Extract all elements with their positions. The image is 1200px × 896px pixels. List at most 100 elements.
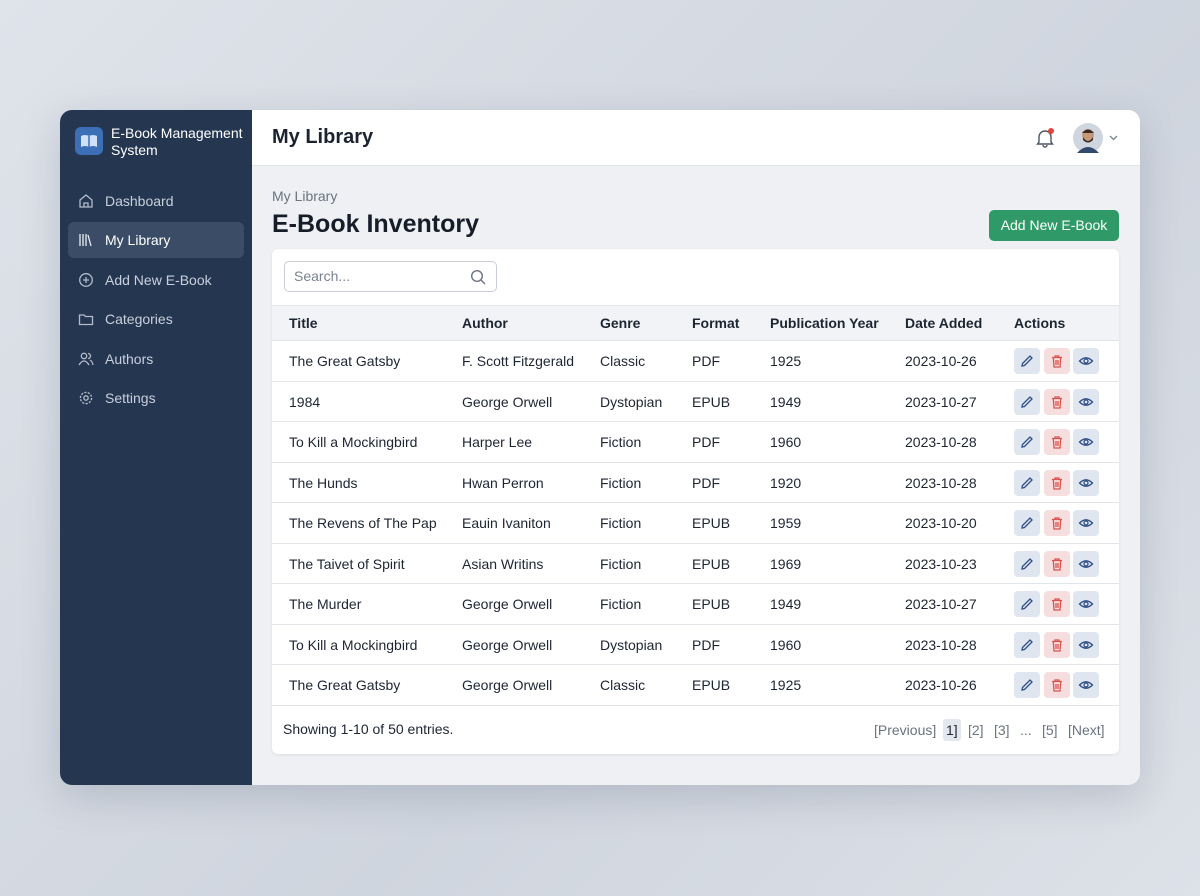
table-cell: EPUB [692,555,731,572]
delete-button[interactable] [1043,591,1070,617]
pagination-link[interactable]: ... [1020,722,1032,738]
nav-item[interactable]: Settings [68,380,244,416]
table-row: The Taivet of Spirit Asian Writins Fiction… [272,544,1119,584]
table-cell: Dystopian [600,393,663,410]
logo [75,127,103,155]
delete-button[interactable] [1043,510,1070,536]
app-window: E-Book Management System Dashboard My Lib… [60,110,1140,785]
delete-button[interactable] [1043,550,1070,577]
table-cell: 2023-10-28 [905,434,977,450]
table-cell: PDF [692,434,720,450]
table-cell: Harper Lee [462,434,533,450]
view-button[interactable] [1073,550,1099,577]
view-button[interactable] [1073,388,1099,415]
table-cell: Fiction [600,474,642,491]
edit-button[interactable] [1014,631,1040,658]
table-cell: To Kill a Mockingbird [289,636,418,653]
action-icon [1051,395,1062,409]
nav-item[interactable]: Add New E-Book [68,262,244,298]
table-header: Title Author Genre Format Publication Year Da… [272,305,1119,341]
nav-item[interactable]: Categories [68,301,244,337]
column-header: Author [462,315,508,331]
pagination-link[interactable]: [3] [994,722,1010,738]
table-cell: 1925 [770,353,802,369]
edit-button[interactable] [1014,550,1040,577]
pagination-link[interactable]: [5] [1042,722,1058,738]
nav-item[interactable]: Dashboard [68,183,244,219]
delete-button[interactable] [1043,348,1070,374]
table-cell: 1959 [770,515,802,531]
table-cell: 2023-10-26 [905,353,977,369]
breadcrumb[interactable]: My Library [272,188,338,204]
action-icon [1051,476,1062,490]
table-cell: 1960 [770,636,802,653]
table-row: To Kill a Mockingbird Harper Lee Fiction PD… [272,422,1119,463]
view-button[interactable] [1073,631,1099,658]
edit-button[interactable] [1014,429,1040,455]
delete-button[interactable] [1043,672,1070,698]
view-button[interactable] [1073,672,1099,698]
delete-button[interactable] [1043,631,1070,658]
action-icon [1021,598,1033,610]
edit-button[interactable] [1014,510,1040,536]
table-cell: The Great Gatsby [289,677,401,693]
pagination-link[interactable]: [Previous] [874,722,937,738]
table-cell: The Murder [289,596,362,612]
table-cell: 1960 [770,434,802,450]
add-button[interactable]: Add New E-Book [989,210,1119,241]
pagination-link[interactable]: [2] [968,722,984,738]
table-cell: 2023-10-26 [905,677,977,693]
delete-button[interactable] [1043,429,1070,455]
nav-icon [78,314,94,326]
edit-button[interactable] [1014,348,1040,374]
top-bar: My Library [252,110,1140,166]
user-avatar[interactable] [1073,123,1123,153]
view-button[interactable] [1073,510,1099,536]
column-header: Genre [600,315,641,331]
action-icon [1051,355,1062,368]
delete-button[interactable] [1043,388,1070,415]
nav-icon [78,352,94,365]
search-box[interactable]: Search... [284,261,497,292]
column-header: Format [692,315,740,331]
nav-item[interactable]: Authors [68,341,244,377]
view-button[interactable] [1073,469,1099,496]
delete-button[interactable] [1043,469,1070,496]
entries-summary: Showing 1-10 of 50 entries. [283,721,454,737]
table-row: To Kill a Mockingbird George Orwell Dystop… [272,625,1119,665]
pagination-link[interactable]: 1] [943,719,961,741]
table-cell: The Hunds [289,474,358,491]
table-row: The Great Gatsby F. Scott Fitzgerald Class… [272,341,1119,382]
table-row: The Murder George Orwell Fiction EPUB 1949 20… [272,584,1119,625]
action-icon [1078,397,1094,406]
section-heading: E-Book Inventory [272,210,479,238]
table-cell: Fiction [600,434,642,450]
view-button[interactable] [1073,591,1099,617]
sidebar: E-Book Management System Dashboard My Lib… [60,110,252,785]
edit-button[interactable] [1014,388,1040,415]
edit-button[interactable] [1014,672,1040,698]
pagination-link[interactable]: [Next] [1068,722,1105,738]
column-header: Title [289,315,318,331]
table-cell: 2023-10-27 [905,393,977,410]
edit-button[interactable] [1014,469,1040,496]
action-icon [1051,517,1062,530]
table-row: The Hunds Hwan Perron Fiction PDF 1920 2023-1… [272,463,1119,503]
table-cell: 2023-10-20 [905,515,977,531]
action-icon [1021,476,1033,489]
notification-bell[interactable] [1034,127,1056,149]
view-button[interactable] [1073,429,1099,455]
edit-button[interactable] [1014,591,1040,617]
table-cell: Fiction [600,596,642,612]
table-cell: F. Scott Fitzgerald [462,353,575,369]
table-row: The Great Gatsby George Orwell Classic EPUB… [272,665,1119,706]
table-cell: 2023-10-28 [905,636,977,653]
view-button[interactable] [1073,348,1099,374]
table-cell: George Orwell [462,393,553,410]
table-cell: Fiction [600,555,642,572]
table-cell: 1949 [770,596,802,612]
column-header: Actions [1014,315,1066,331]
nav-item[interactable]: My Library [68,222,244,259]
table-cell: George Orwell [462,636,553,653]
